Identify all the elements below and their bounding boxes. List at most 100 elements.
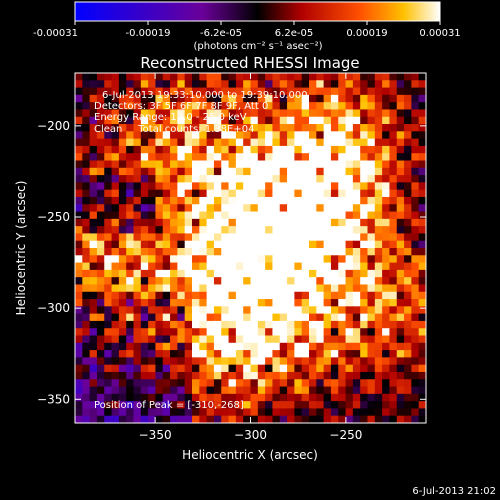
heatmap-cell	[140, 269, 149, 278]
heatmap-cell	[155, 401, 164, 410]
heatmap-cell	[89, 277, 98, 286]
heatmap-cell	[96, 196, 105, 205]
heatmap-cell	[265, 386, 274, 395]
heatmap-cell	[279, 342, 288, 351]
heatmap-cell	[330, 408, 339, 417]
heatmap-cell	[89, 124, 98, 132]
colorbar-tick-label: 6.2e-05	[275, 28, 313, 39]
heatmap-cell	[82, 248, 91, 256]
heatmap-cell	[199, 167, 208, 176]
heatmap-cell	[330, 379, 339, 388]
heatmap-cell	[287, 153, 295, 162]
heatmap-cell	[133, 240, 142, 249]
heatmap-cell	[206, 401, 215, 410]
heatmap-cell	[111, 80, 120, 89]
heatmap-cell	[89, 204, 98, 213]
heatmap-cell	[250, 306, 259, 315]
heatmap-cell	[177, 364, 186, 373]
heatmap-cell	[338, 357, 347, 366]
heatmap-cell	[301, 255, 310, 264]
heatmap-cell	[206, 160, 215, 169]
heatmap-cell	[316, 262, 325, 271]
heatmap-cell	[199, 160, 208, 169]
heatmap-cell	[206, 240, 215, 249]
heatmap-cell	[235, 350, 244, 358]
heatmap-cell	[294, 80, 303, 89]
heatmap-cell	[294, 328, 303, 337]
heatmap-cell	[338, 182, 347, 191]
heatmap-cell	[294, 167, 303, 176]
heatmap-cell	[330, 109, 339, 118]
heatmap-cell	[279, 138, 288, 147]
heatmap-cell	[148, 277, 157, 286]
heatmap-cell	[104, 277, 113, 286]
heatmap-cell	[243, 87, 252, 96]
heatmap-cell	[374, 313, 383, 322]
heatmap-cell	[323, 299, 332, 307]
heatmap-cell	[316, 350, 325, 358]
heatmap-cell	[323, 87, 332, 96]
heatmap-cell	[404, 335, 412, 344]
heatmap-cell	[374, 102, 383, 111]
x-axis-label: Heliocentric X (arcsec)	[182, 448, 318, 462]
heatmap-cell	[374, 211, 383, 220]
heatmap-cell	[309, 350, 317, 358]
heatmap-cell	[338, 153, 347, 162]
heatmap-cell	[104, 73, 113, 81]
heatmap-cell	[221, 116, 230, 125]
heatmap-cell	[257, 175, 266, 183]
heatmap-cell	[309, 196, 317, 205]
heatmap-cell	[389, 138, 398, 147]
heatmap-cell	[148, 313, 157, 322]
heatmap-cell	[148, 306, 157, 315]
heatmap-cell	[118, 357, 127, 366]
heatmap-cell	[111, 240, 120, 249]
heatmap-cell	[389, 160, 398, 169]
heatmap-cell	[155, 189, 164, 198]
heatmap-cell	[111, 320, 120, 329]
heatmap-cell	[170, 291, 178, 300]
heatmap-cell	[301, 320, 310, 329]
heatmap-cell	[287, 233, 295, 242]
heatmap-cell	[316, 342, 325, 351]
heatmap-cell	[111, 153, 120, 162]
heatmap-cell	[111, 284, 120, 293]
heatmap-cell	[243, 357, 252, 366]
heatmap-cell	[75, 116, 83, 125]
heatmap-cell	[192, 299, 200, 307]
heatmap-cell	[396, 218, 405, 227]
heatmap-cell	[89, 240, 98, 249]
heatmap-cell	[404, 364, 412, 373]
heatmap-cell	[367, 350, 376, 358]
heatmap-cell	[243, 335, 252, 344]
heatmap-cell	[330, 218, 339, 227]
heatmap-cell	[374, 240, 383, 249]
heatmap-cell	[133, 371, 142, 380]
heatmap-cell	[250, 204, 259, 213]
colorbar: -0.00031 -0.00019 -6.2e-05 6.2e-05 0.00019 0.…	[33, 1, 461, 52]
info-line-4: Clean Total counts: 1.38E+04	[94, 124, 254, 135]
heatmap-cell	[382, 262, 391, 271]
heatmap-cell	[118, 393, 127, 402]
heatmap-cell	[148, 371, 157, 380]
heatmap-cell	[184, 233, 193, 242]
heatmap-cell	[396, 364, 405, 373]
heatmap-cell	[243, 102, 252, 111]
heatmap-cell	[235, 313, 244, 322]
heatmap-cell	[404, 342, 412, 351]
heatmap-cell	[330, 167, 339, 176]
heatmap-cell	[82, 124, 91, 132]
heatmap-cell	[243, 350, 252, 358]
heatmap-cell	[411, 328, 420, 337]
heatmap-cell	[155, 262, 164, 271]
heatmap-cell	[140, 320, 149, 329]
heatmap-cell	[338, 218, 347, 227]
heatmap-cell	[257, 189, 266, 198]
heatmap-cell	[294, 299, 303, 307]
heatmap-cell	[418, 284, 426, 293]
heatmap-cell	[265, 204, 274, 213]
heatmap-cell	[411, 94, 420, 103]
heatmap-cell	[389, 145, 398, 154]
heatmap-cell	[206, 393, 215, 402]
heatmap-cell	[162, 248, 171, 256]
